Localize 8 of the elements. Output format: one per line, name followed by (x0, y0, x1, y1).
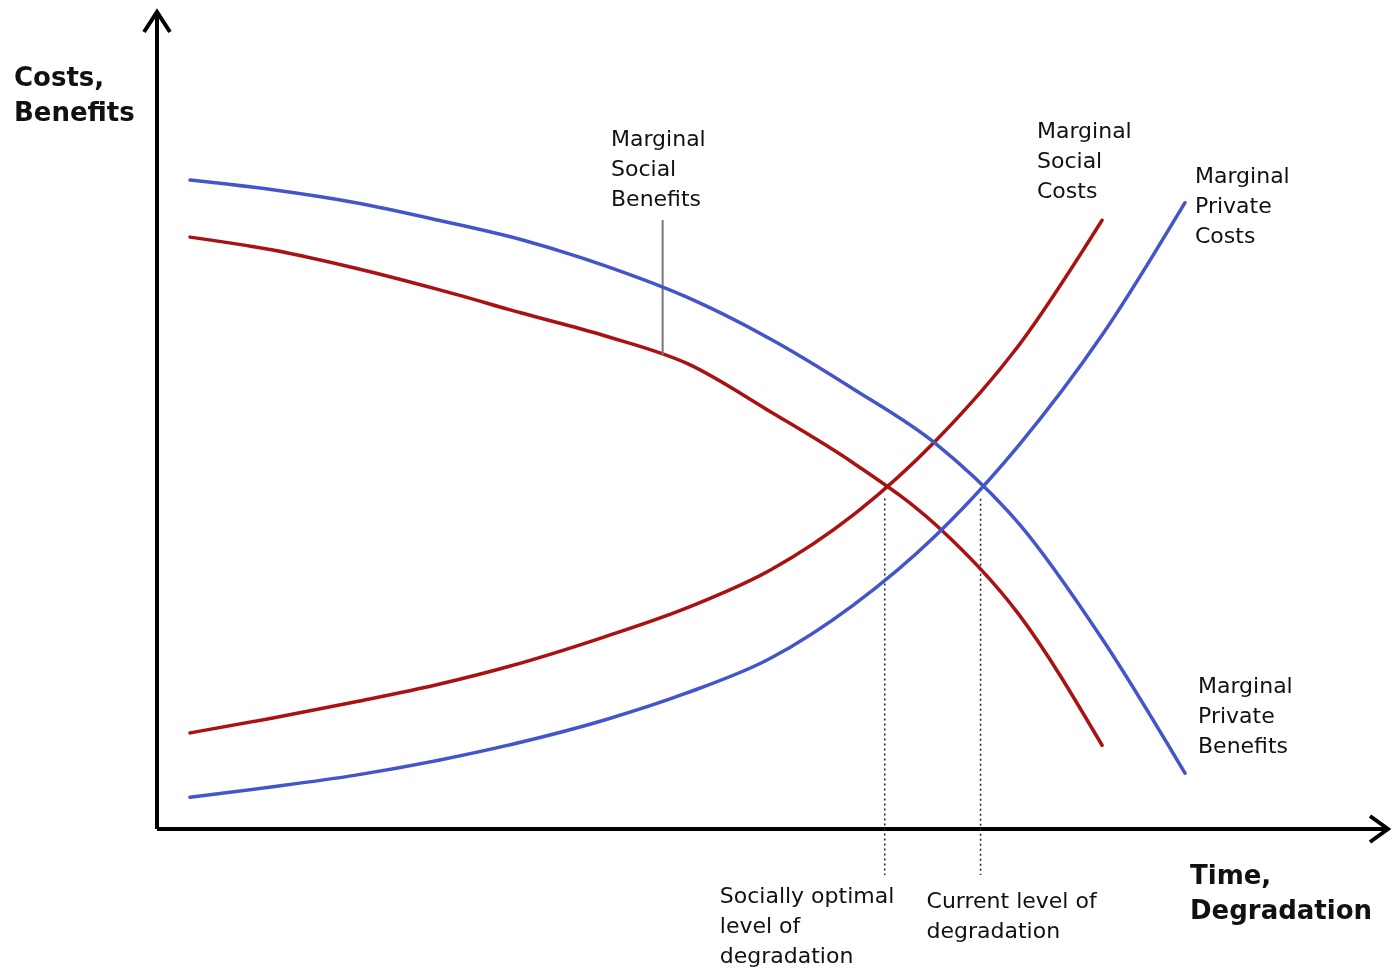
series-label: Marginal Private Costs (1195, 163, 1290, 248)
text: Socially optimal level of degradation (719, 883, 895, 968)
series-label: Marginal Social Costs (1037, 118, 1132, 203)
text: Marginal Social Benefits (611, 126, 706, 211)
text: Current level of degradation (926, 888, 1098, 943)
x-axis-title: Time, Degradation (1190, 860, 1373, 926)
y-axis-title: Costs, Benefits (14, 62, 135, 128)
series-label: Marginal Private Benefits (1198, 673, 1293, 758)
